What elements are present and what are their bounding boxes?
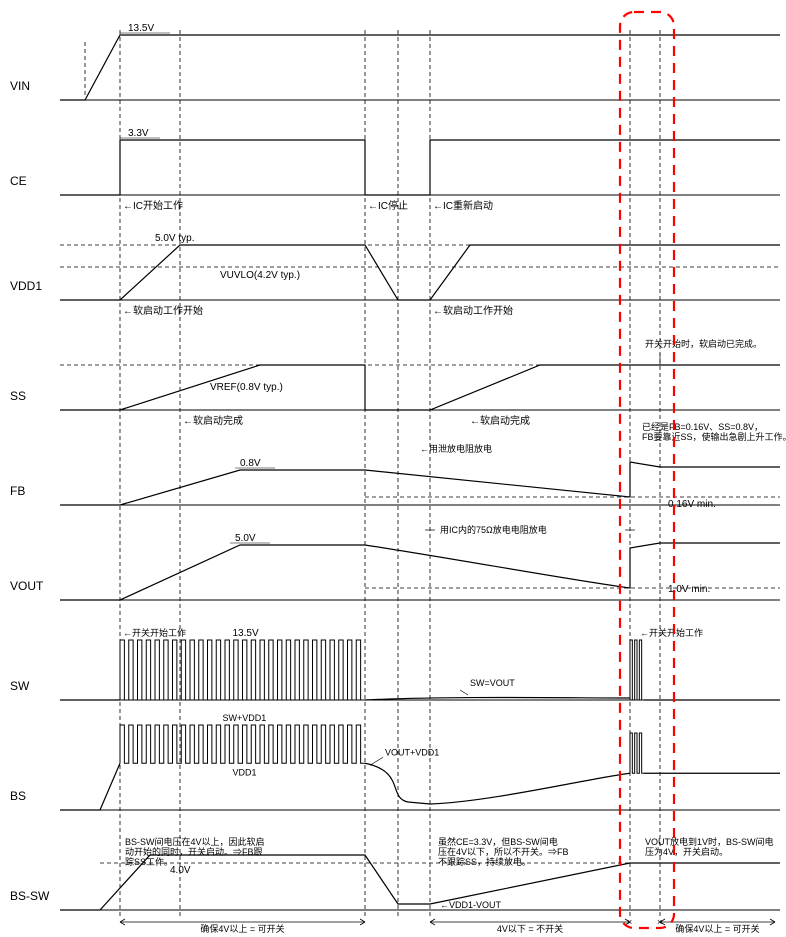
sw-vout-label: SW=VOUT [470, 678, 515, 688]
diagram-stroke [370, 757, 383, 765]
sw-start2-label: ←开关开始工作 [640, 627, 703, 638]
signal-label-vdd1: VDD1 [10, 279, 42, 293]
bssw-4v-label: 4.0V [170, 865, 191, 876]
signal-label-ce: CE [10, 174, 27, 188]
signal-label-sw: SW [10, 679, 30, 693]
vuvlo-label: VUVLO(4.2V typ.) [220, 270, 300, 281]
bs-voutvdd1-label: VOUT+VDD1 [385, 747, 439, 757]
ce-high-label: 3.3V [128, 128, 149, 139]
vout-5v-label: 5.0V [235, 533, 256, 544]
vin-high-label: 13.5V [128, 23, 154, 34]
signal-label-fb: FB [10, 484, 25, 498]
softstart-done-label: ←软启动完成 [183, 414, 243, 427]
diagram-stroke [365, 763, 630, 804]
diagram-stroke [120, 725, 365, 763]
bssw-vdd1vout-label: ←VDD1-VOUT [440, 900, 502, 910]
diagram-stroke [60, 763, 120, 810]
bssw-note3: VOUT放电到1V时，BS-SW间电压为4V，开关启动。 [645, 836, 774, 857]
sw-start-label: ←开关开始工作 [123, 627, 186, 638]
diagram-stroke [60, 365, 780, 410]
fb-note: 已经是FB=0.16V、SS=0.8V，FB要靠近SS，使输出急剧上升工作。 [642, 421, 786, 442]
signal-label-bs: BS [10, 789, 26, 803]
sw-135v-label: 13.5V [233, 628, 259, 639]
sw-done-note: 开关开始时，软启动已完成。 [645, 338, 762, 349]
vdd1-typ-label: 5.0V typ. [155, 233, 194, 244]
diagram-stroke [460, 690, 468, 695]
signal-label-vout: VOUT [10, 579, 44, 593]
vref-label: VREF(0.8V typ.) [210, 382, 283, 393]
ic-stop-label: ←IC停止 [368, 199, 408, 212]
diagram-stroke: × [657, 917, 662, 927]
range-ok2-label: 确保4V以上 = 可开关 [675, 923, 759, 934]
range-ok-label: 确保4V以上 = 可开关 [200, 923, 284, 934]
fb-016v-label: 0.16V min. [668, 499, 716, 510]
softstart-begin2-label: ←软启动工作开始 [433, 304, 513, 317]
diagram-stroke [60, 35, 780, 100]
ic-start-label: ←IC开始工作 [123, 199, 183, 212]
diagram-stroke [630, 733, 644, 773]
vout-discharge-label: 用IC内的75Ω放电电阻放电 [440, 524, 547, 535]
bssw-note2: 虽然CE=3.3V，但BS-SW间电压在4V以下，所以不开关。⇒FB不跟踪SS，… [438, 836, 569, 867]
diagram-stroke [60, 140, 780, 195]
ic-restart-label: ←IC重新启动 [433, 199, 493, 212]
diagram-stroke [60, 245, 780, 300]
signal-label-ss: SS [10, 389, 26, 403]
signal-label-bs-sw: BS-SW [10, 889, 50, 903]
bs-vdd1-label: VDD1 [233, 767, 257, 777]
fb-discharge-label: ←用泄放电阻放电 [420, 443, 492, 454]
bssw-note1: BS-SW间电压在4V以上，因此软启动开始的同时，开关启动。⇒FB跟踪SS工作。 [125, 836, 265, 867]
highlight-region [620, 12, 674, 928]
signal-label-vin: VIN [10, 79, 30, 93]
softstart-begin-label: ←软启动工作开始 [123, 304, 203, 317]
bs-swvdd1-label: SW+VDD1 [223, 713, 267, 723]
range-ng-label: 4V以下 = 不开关 [497, 923, 563, 934]
softstart-done2-label: ←软启动完成 [470, 414, 530, 427]
fb-08v-label: 0.8V [240, 458, 261, 469]
diagram-stroke [120, 640, 365, 700]
diagram-stroke [630, 640, 644, 700]
